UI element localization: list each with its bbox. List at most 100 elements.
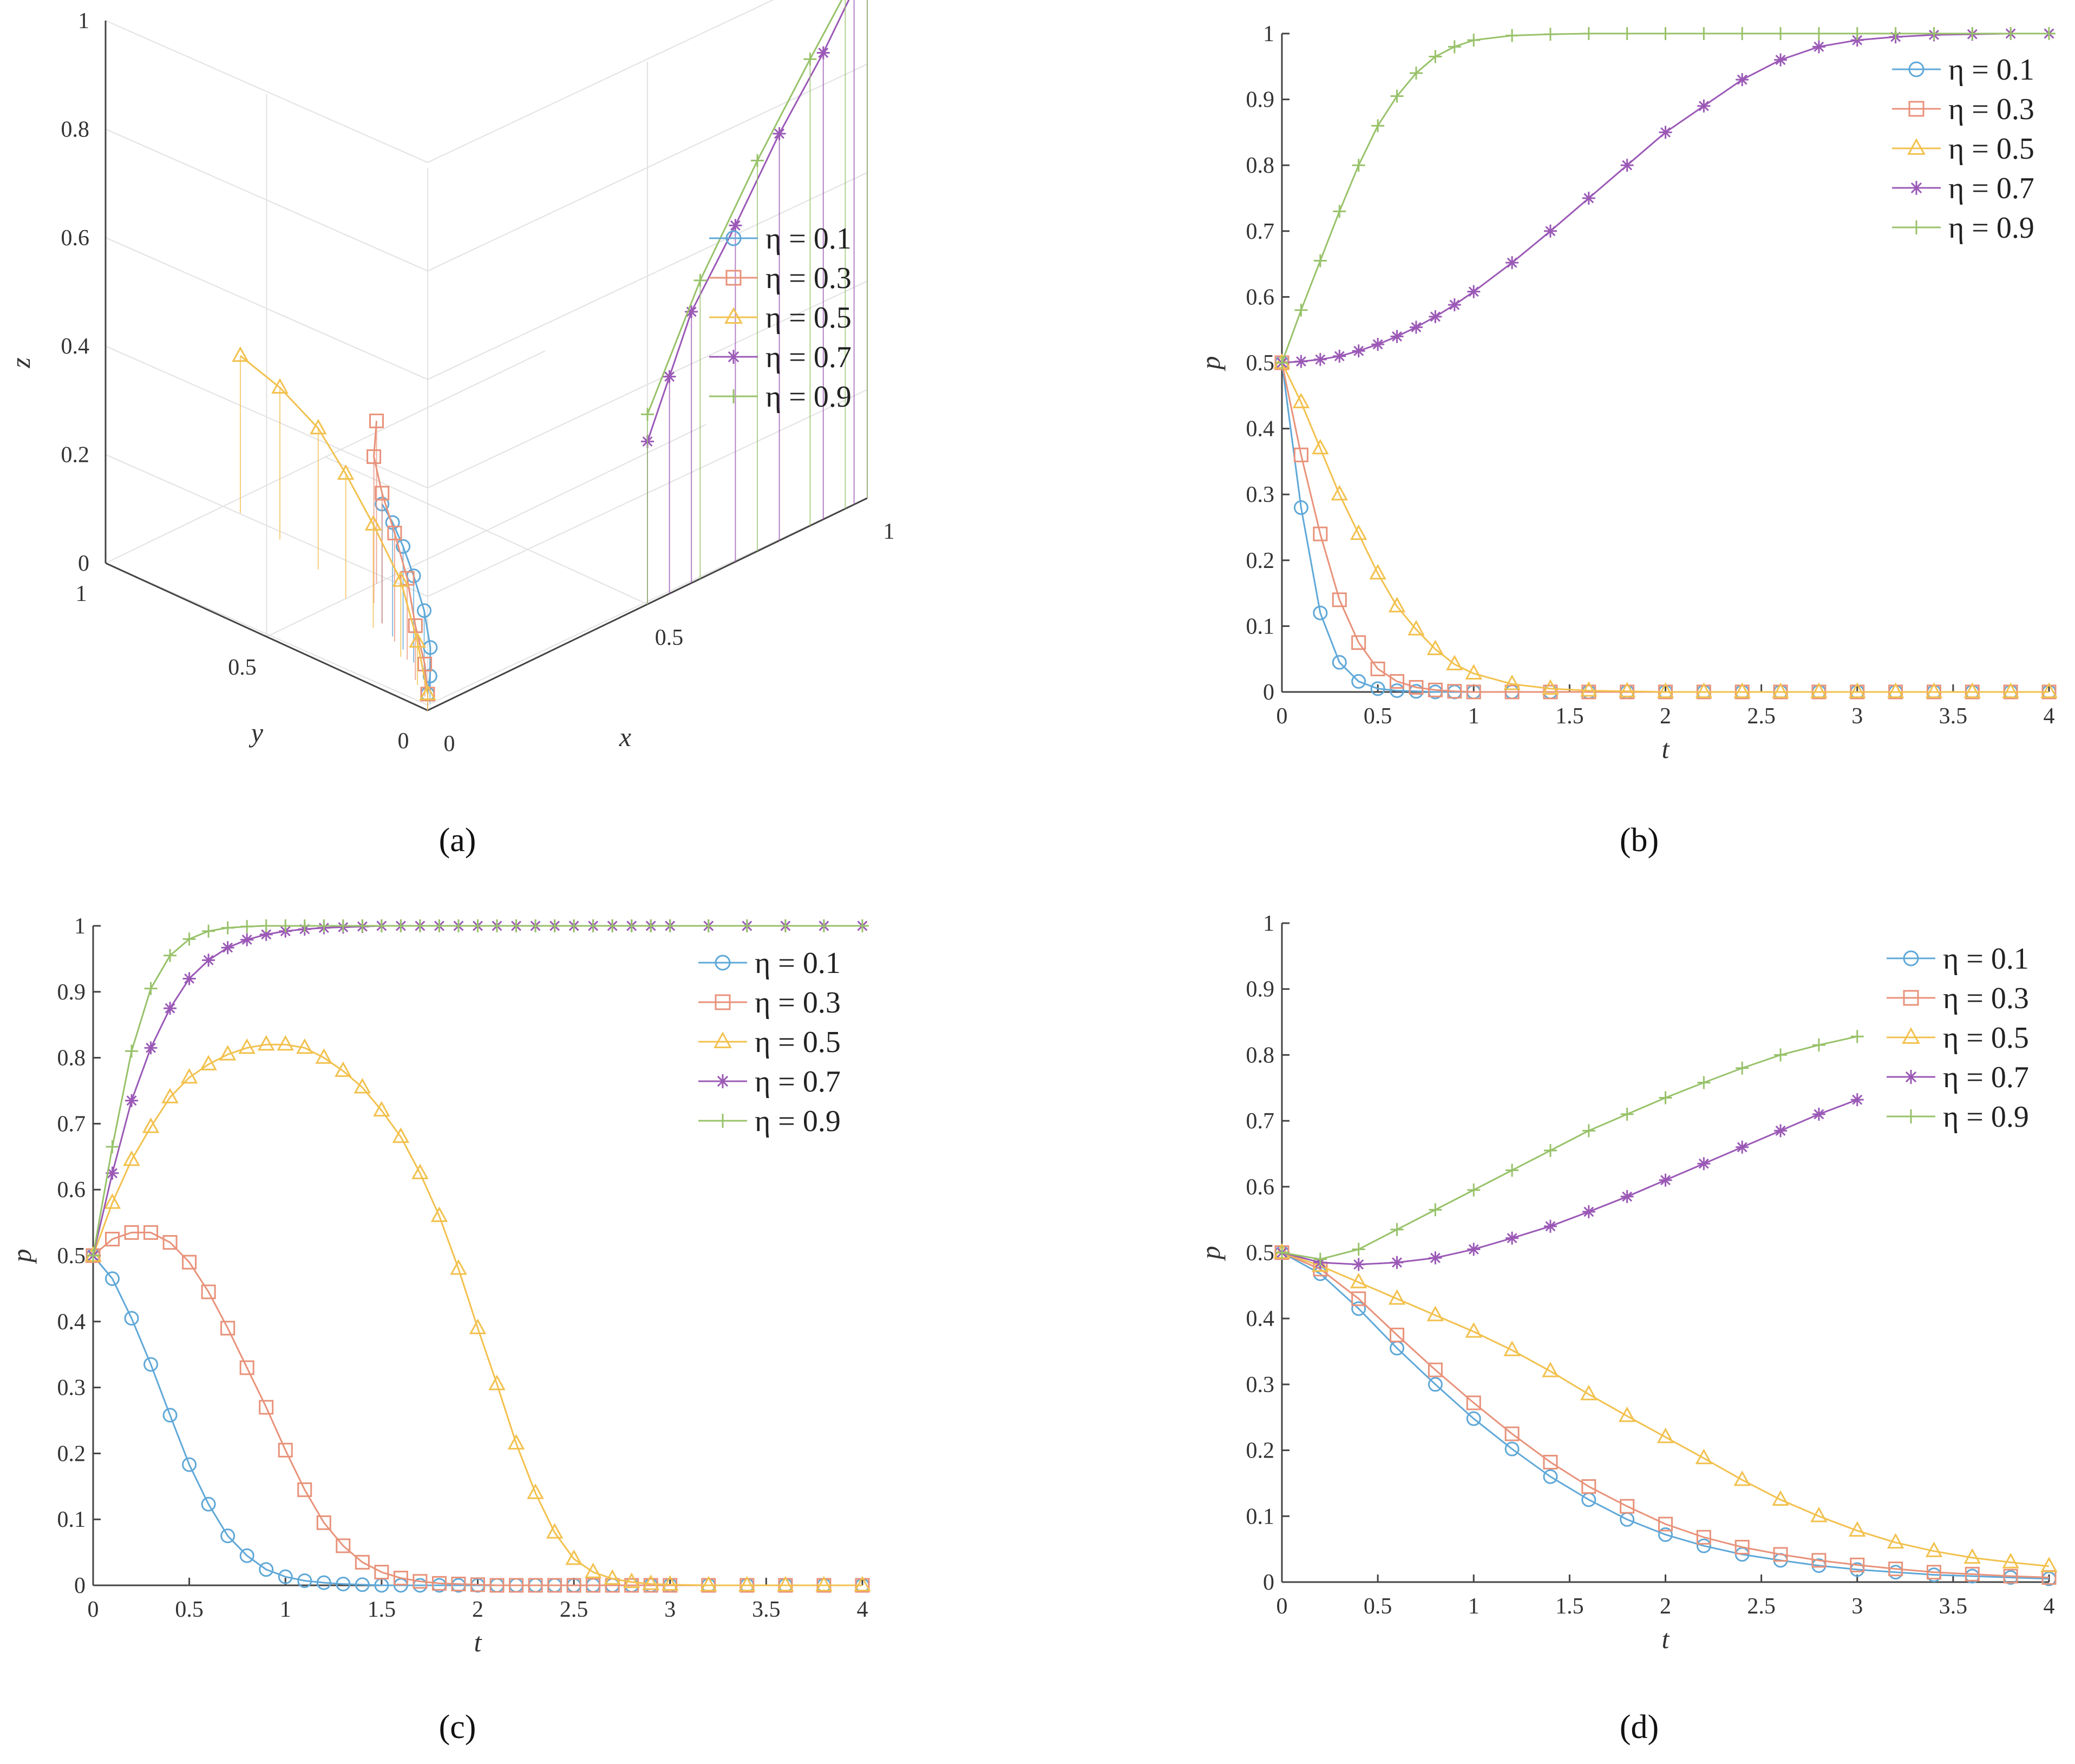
y-tick-label: 1 bbox=[1263, 22, 1274, 47]
y-tick-label: 0.7 bbox=[1246, 219, 1275, 244]
data-point bbox=[1812, 1107, 1825, 1121]
data-point bbox=[232, 346, 249, 362]
y-tick-label: 0 bbox=[74, 1573, 86, 1598]
data-point bbox=[1275, 1246, 1288, 1259]
data-point bbox=[220, 1528, 235, 1544]
data-point bbox=[854, 1576, 871, 1592]
series-line-5 bbox=[1281, 32, 2049, 363]
legend-entry: η = 0.7 bbox=[1943, 1061, 2029, 1094]
data-point bbox=[239, 1548, 254, 1563]
data-point bbox=[1426, 639, 1444, 656]
data-point bbox=[103, 1193, 121, 1209]
data-point bbox=[143, 1225, 159, 1240]
data-point bbox=[451, 1577, 466, 1592]
data-point bbox=[366, 449, 382, 464]
data-point bbox=[1772, 682, 1789, 698]
series-line-4 bbox=[92, 925, 862, 1256]
data-point bbox=[778, 919, 792, 932]
y-tick-label: 0.5 bbox=[1246, 351, 1275, 376]
data-point bbox=[1925, 682, 1943, 698]
data-point bbox=[409, 632, 426, 648]
data-point bbox=[1963, 1548, 1981, 1564]
caption-b: (b) bbox=[1620, 822, 1659, 859]
x-tick-label: 2 bbox=[472, 1597, 483, 1622]
data-point bbox=[202, 953, 215, 967]
data-point bbox=[373, 1101, 390, 1117]
data-point bbox=[584, 1563, 602, 1578]
data-point bbox=[1582, 192, 1595, 205]
data-point bbox=[1351, 674, 1366, 689]
y-tick-label: 0.1 bbox=[57, 1507, 86, 1532]
data-point bbox=[548, 919, 561, 932]
data-point bbox=[125, 1044, 139, 1058]
data-point bbox=[663, 919, 677, 932]
series-line-3 bbox=[92, 1043, 862, 1586]
panel-c-line-chart: 0 0.5 1 1.5 2 2.5 3 3.5 4 0 0.1 0.2 0.3 0.4 0.5 0.6 0.7 0… bbox=[6, 914, 871, 1657]
data-point bbox=[417, 603, 432, 618]
data-point bbox=[1428, 1362, 1443, 1377]
z-tick-label: 0 bbox=[78, 551, 89, 576]
data-point bbox=[1620, 1499, 1635, 1514]
legend-entry: η = 0.3 bbox=[765, 262, 852, 295]
data-point bbox=[1505, 256, 1519, 270]
data-point bbox=[336, 1577, 351, 1592]
data-point bbox=[1772, 1490, 1789, 1506]
data-point bbox=[817, 919, 830, 932]
data-point bbox=[417, 657, 433, 672]
data-point bbox=[1467, 285, 1481, 298]
data-point bbox=[162, 1235, 178, 1250]
data-point bbox=[355, 1577, 370, 1592]
data-point bbox=[220, 1321, 235, 1336]
data-point bbox=[1581, 684, 1596, 700]
series-line-5 bbox=[1281, 1035, 1858, 1260]
data-point bbox=[1773, 1547, 1788, 1562]
legend-marker bbox=[725, 270, 742, 286]
y-tick-label: 0.3 bbox=[57, 1376, 86, 1401]
data-point bbox=[529, 919, 542, 932]
data-point bbox=[625, 919, 638, 932]
y-axis-label: p bbox=[6, 1249, 37, 1264]
data-point bbox=[279, 919, 292, 932]
data-point bbox=[1390, 683, 1405, 698]
data-point bbox=[662, 1575, 679, 1591]
data-point bbox=[547, 1578, 562, 1593]
legend-entry: η = 0.5 bbox=[755, 1025, 841, 1059]
data-point bbox=[143, 1357, 159, 1372]
legend-marker bbox=[1903, 990, 1919, 1006]
data-point bbox=[1542, 679, 1559, 695]
caption-c: (c) bbox=[439, 1709, 476, 1746]
legend-marker bbox=[726, 389, 741, 403]
data-point bbox=[419, 684, 436, 701]
data-point bbox=[316, 1515, 331, 1530]
x-tick-label: 1 bbox=[1468, 704, 1480, 729]
data-point bbox=[1695, 1448, 1713, 1465]
data-point bbox=[433, 919, 446, 932]
data-point bbox=[1350, 524, 1367, 540]
caption-a: (a) bbox=[439, 822, 476, 859]
data-point bbox=[1774, 53, 1788, 67]
data-point bbox=[355, 1554, 370, 1570]
data-point bbox=[238, 1038, 256, 1054]
data-point bbox=[566, 1578, 581, 1593]
legend-entry: η = 0.1 bbox=[1948, 53, 2034, 87]
data-point bbox=[565, 1549, 582, 1565]
y-tick-label: 0.2 bbox=[1246, 548, 1275, 573]
data-point bbox=[1812, 27, 1825, 40]
data-point bbox=[1505, 1164, 1519, 1177]
panel-d-line-chart: 0 0.5 1 1.5 2 2.5 3 3.5 4 0 0.1 0.2 0.3 0.4 0.5 0.6 0.7 0… bbox=[1195, 911, 2058, 1654]
data-point bbox=[489, 1578, 505, 1593]
data-point bbox=[1542, 1362, 1559, 1377]
series-line-1 bbox=[1281, 362, 2049, 693]
data-point bbox=[106, 1140, 119, 1154]
data-point bbox=[773, 127, 786, 140]
data-point bbox=[259, 919, 273, 932]
data-point bbox=[1446, 655, 1463, 671]
data-point bbox=[1390, 674, 1405, 689]
data-point bbox=[777, 1576, 794, 1592]
data-point bbox=[1925, 1541, 1943, 1557]
data-point bbox=[1426, 1305, 1444, 1322]
data-point bbox=[1448, 298, 1461, 311]
x-tick-label: 4 bbox=[2044, 704, 2055, 729]
data-point bbox=[317, 919, 331, 932]
legend-entry: η = 0.1 bbox=[1943, 942, 2029, 976]
